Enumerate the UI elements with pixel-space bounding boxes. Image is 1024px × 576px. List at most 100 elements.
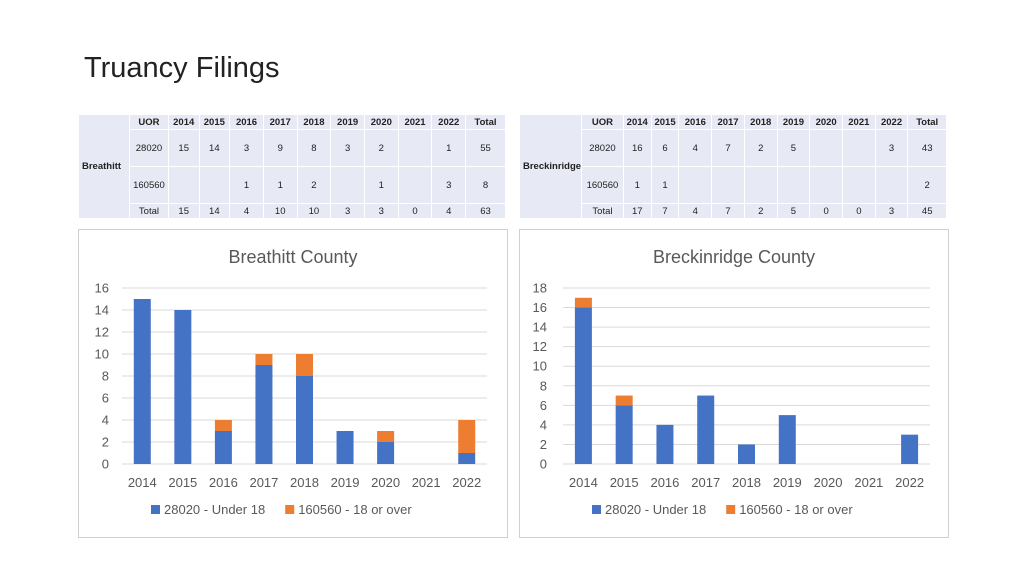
header-cell: UOR xyxy=(129,114,169,130)
bar-2016 xyxy=(214,431,232,464)
table-cell: 14 xyxy=(198,203,231,219)
x-tick-label: 2017 xyxy=(249,475,278,490)
table-cell: 4 xyxy=(229,203,264,219)
header-cell: 2022 xyxy=(431,114,467,130)
bar-2014 xyxy=(133,299,151,464)
y-tick-label: 16 xyxy=(533,300,547,315)
chart-title: Breathitt County xyxy=(228,247,357,267)
y-tick-label: 4 xyxy=(540,417,547,432)
table-cell: 1 xyxy=(229,166,264,204)
y-tick-label: 12 xyxy=(533,339,547,354)
bar-2018 xyxy=(296,354,313,376)
header-cell: 2015 xyxy=(198,114,231,130)
y-tick-label: 14 xyxy=(533,320,547,335)
table-cell xyxy=(776,166,811,204)
breathitt-table: Breathitt UOR 2014 2015 2016 2017 2018 2… xyxy=(77,114,506,219)
table-cell: 8 xyxy=(296,129,332,167)
header-cell: Total xyxy=(465,114,506,130)
table-cell: 2 xyxy=(363,129,399,167)
x-tick-label: 2021 xyxy=(854,475,883,490)
breckinridge-table: Breckinridge UOR 2014 2015 2016 2017 201… xyxy=(518,114,947,219)
table-cell: 15 xyxy=(167,129,200,167)
y-tick-label: 12 xyxy=(95,325,109,340)
y-tick-label: 6 xyxy=(540,398,547,413)
bar-2016 xyxy=(656,424,674,464)
y-tick-label: 0 xyxy=(540,457,547,472)
header-cell: 2022 xyxy=(874,114,909,130)
breathitt-chart: Breathitt County 0 2 4 6 8 10 12 14 16 2014 2015 201… xyxy=(78,229,508,538)
county-name-cell: Breckinridge xyxy=(518,114,583,219)
table-cell: 2 xyxy=(743,129,778,167)
bar-2018 xyxy=(296,376,313,464)
table-cell xyxy=(711,166,745,204)
table-cell: 45 xyxy=(907,203,947,219)
y-tick-label: 10 xyxy=(533,359,547,374)
legend-label: 28020 - Under 18 xyxy=(164,502,265,517)
header-cell: 2017 xyxy=(711,114,745,130)
table-cell: 3 xyxy=(330,129,365,167)
table-cell: 10 xyxy=(262,203,298,219)
legend-label: 160560 - 18 or over xyxy=(739,502,853,517)
table-cell: 55 xyxy=(465,129,506,167)
bar-2015 xyxy=(174,310,192,464)
legend-swatch xyxy=(726,505,736,514)
breckinridge-chart-svg: Breckinridge County 0 2 4 6 8 10 12 14 16 18 2014 20… xyxy=(533,247,930,517)
legend-swatch xyxy=(592,505,601,514)
header-cell: 2018 xyxy=(296,114,332,130)
x-tick-label: 2014 xyxy=(128,475,157,490)
y-tick-label: 16 xyxy=(95,281,109,296)
header-cell: 2019 xyxy=(776,114,811,130)
x-tick-label: 2014 xyxy=(569,475,598,490)
table-cell xyxy=(397,129,433,167)
chart-title: Breckinridge County xyxy=(653,247,815,267)
table-cell: 63 xyxy=(465,203,506,219)
table-cell xyxy=(198,166,231,204)
table-cell: 1 xyxy=(431,129,467,167)
table-cell: 0 xyxy=(809,203,843,219)
bar-2014 xyxy=(574,297,592,308)
table-cell: 1 xyxy=(262,166,298,204)
x-tick-label: 2019 xyxy=(773,475,802,490)
table-cell xyxy=(167,166,200,204)
table-total-row: Total 15 14 4 10 10 3 3 0 4 63 xyxy=(79,203,506,219)
table-cell: 1 xyxy=(363,166,399,204)
legend-label: 160560 - 18 or over xyxy=(298,502,412,517)
table-cell: 4 xyxy=(678,129,713,167)
header-cell: 2016 xyxy=(229,114,264,130)
table-cell: 3 xyxy=(363,203,399,219)
table-cell: 17 xyxy=(622,203,652,219)
table-cell: 4 xyxy=(678,203,713,219)
table-row: 160560 1 1 2 xyxy=(520,166,947,204)
bar-2017 xyxy=(255,354,273,365)
breckinridge-chart: Breckinridge County 0 2 4 6 8 10 12 14 16 18 2014 20… xyxy=(519,229,949,538)
table-cell: 2 xyxy=(743,203,778,219)
county-name-cell: Breathitt xyxy=(77,114,131,219)
x-tick-label: 2016 xyxy=(209,475,238,490)
x-tick-label: 2020 xyxy=(371,475,400,490)
table-cell: 0 xyxy=(841,203,876,219)
table-cell: 7 xyxy=(711,203,745,219)
bar-2022 xyxy=(458,420,476,453)
table-cell: 7 xyxy=(650,203,680,219)
bar-2020 xyxy=(377,442,395,464)
table-cell: 10 xyxy=(296,203,332,219)
x-tick-label: 2022 xyxy=(895,475,924,490)
header-cell: 2017 xyxy=(262,114,298,130)
legend-swatch xyxy=(151,505,160,514)
table-cell xyxy=(397,166,433,204)
table-cell xyxy=(743,166,778,204)
x-tick-label: 2016 xyxy=(650,475,679,490)
bar-2015 xyxy=(615,395,633,406)
bar-2022 xyxy=(458,453,476,464)
header-cell: 2020 xyxy=(809,114,843,130)
x-tick-label: 2015 xyxy=(610,475,639,490)
table-row: 160560 1 1 2 1 3 8 xyxy=(79,166,506,204)
header-cell: 2021 xyxy=(397,114,433,130)
table-cell: 6 xyxy=(650,129,680,167)
table-cell: 3 xyxy=(874,129,909,167)
y-tick-label: 2 xyxy=(540,437,547,452)
table-cell: 3 xyxy=(874,203,909,219)
y-tick-label: 18 xyxy=(533,281,547,296)
y-tick-label: 8 xyxy=(540,378,547,393)
table-cell: 8 xyxy=(465,166,506,204)
